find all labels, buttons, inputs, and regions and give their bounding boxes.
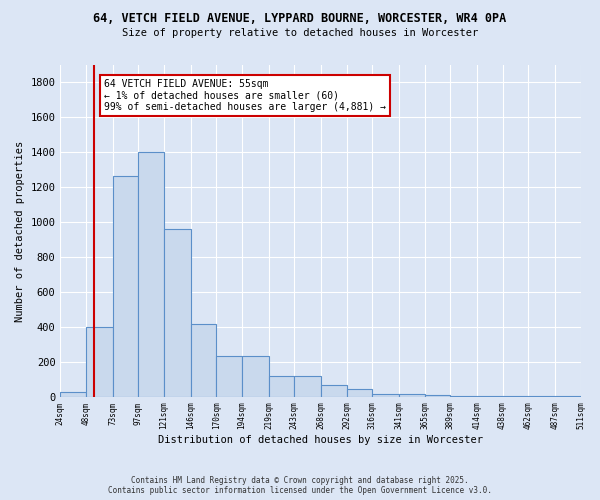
Text: Size of property relative to detached houses in Worcester: Size of property relative to detached ho… [122, 28, 478, 38]
X-axis label: Distribution of detached houses by size in Worcester: Distribution of detached houses by size … [158, 435, 483, 445]
Bar [477, 396, 503, 397]
Bar [399, 394, 425, 397]
Bar [372, 394, 399, 397]
Bar [61, 392, 86, 397]
Text: Contains HM Land Registry data © Crown copyright and database right 2025.
Contai: Contains HM Land Registry data © Crown c… [108, 476, 492, 495]
Bar [164, 229, 191, 397]
Bar [242, 356, 269, 397]
Bar [528, 396, 555, 397]
Bar [503, 396, 528, 397]
Bar [347, 389, 372, 397]
Bar [113, 176, 139, 397]
Text: 64 VETCH FIELD AVENUE: 55sqm
← 1% of detached houses are smaller (60)
99% of sem: 64 VETCH FIELD AVENUE: 55sqm ← 1% of det… [104, 79, 386, 112]
Bar [269, 376, 294, 397]
Bar [86, 327, 113, 397]
Y-axis label: Number of detached properties: Number of detached properties [15, 140, 25, 322]
Bar [294, 376, 321, 397]
Bar [217, 356, 242, 397]
Bar [191, 324, 217, 397]
Bar [450, 396, 477, 397]
Text: 64, VETCH FIELD AVENUE, LYPPARD BOURNE, WORCESTER, WR4 0PA: 64, VETCH FIELD AVENUE, LYPPARD BOURNE, … [94, 12, 506, 26]
Bar [555, 396, 581, 397]
Bar [425, 395, 450, 397]
Bar [321, 384, 347, 397]
Bar [139, 152, 164, 397]
